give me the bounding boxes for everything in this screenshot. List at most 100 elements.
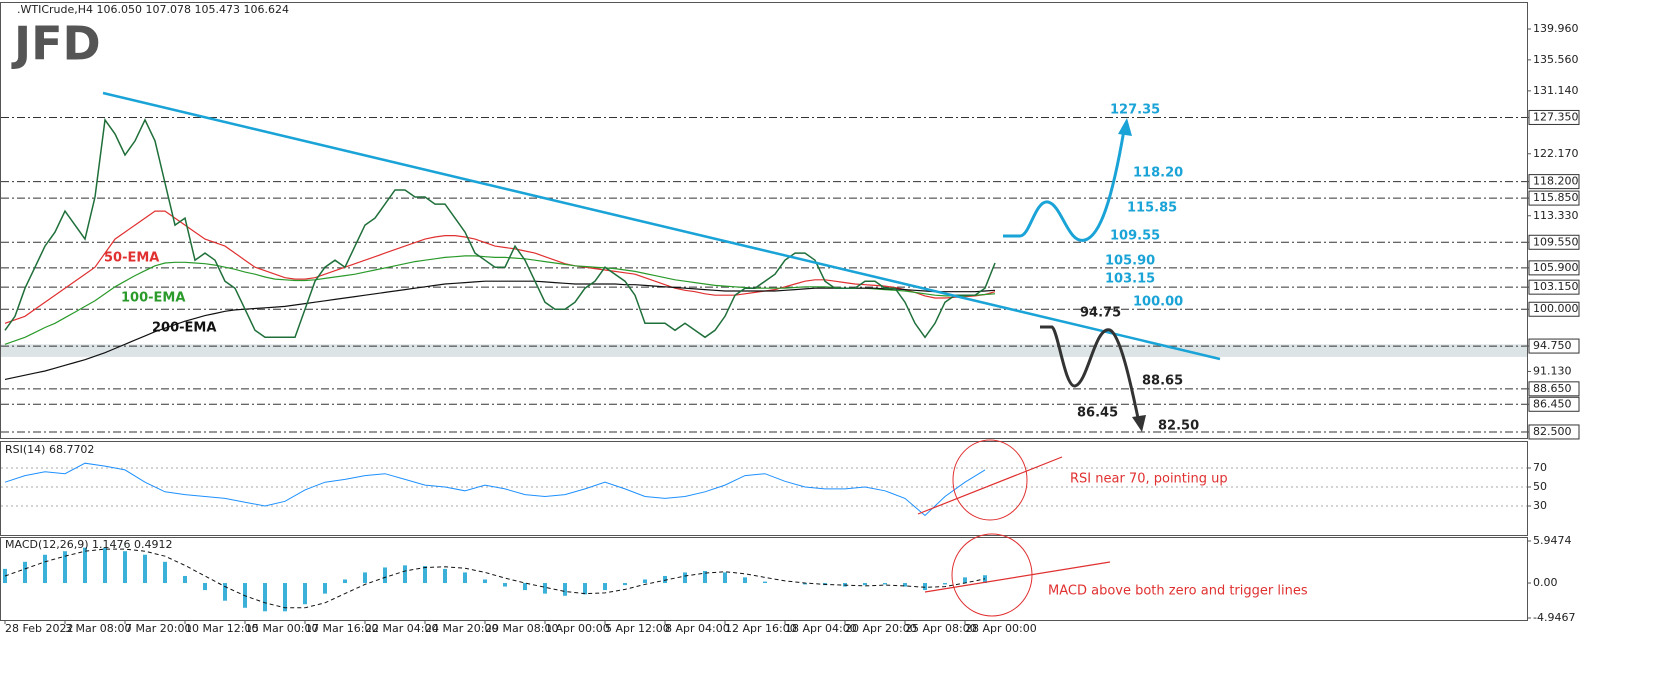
- histogram-bar: [483, 579, 487, 584]
- histogram-bar: [923, 583, 927, 591]
- histogram-bar: [803, 583, 807, 585]
- y-tick-label: 113.330: [1533, 209, 1579, 222]
- level-label: 94.75: [1080, 306, 1121, 321]
- y-tick-label: 139.960: [1533, 22, 1579, 35]
- ema-label: 50-EMA: [104, 251, 159, 266]
- histogram-bar: [183, 575, 187, 584]
- y-tick-label: 131.140: [1533, 84, 1579, 97]
- x-tick-label: 28 Feb 2022: [5, 622, 73, 635]
- tick-box: [1528, 381, 1580, 397]
- tick-box: [1528, 279, 1580, 295]
- macd-panel: [0, 537, 1528, 621]
- histogram-bar: [363, 572, 367, 584]
- tick-box: [1528, 190, 1580, 206]
- ema-line: [4, 255, 996, 345]
- y-tick-label: 115.850: [1533, 191, 1579, 204]
- histogram-bar: [303, 583, 307, 605]
- level-label: 103.15: [1105, 272, 1155, 287]
- support-zone: [1, 344, 1527, 357]
- level-label: 109.55: [1110, 229, 1160, 244]
- histogram-bar: [143, 554, 147, 584]
- y-tick-label: 122.170: [1533, 147, 1579, 160]
- level-label: 86.45: [1077, 406, 1118, 421]
- tick-box: [1528, 396, 1580, 412]
- rsi-panel: [0, 441, 1528, 536]
- x-tick-label: 20 Apr 20:00: [845, 622, 917, 635]
- x-tick-label: 17 Mar 16:00: [305, 622, 378, 635]
- histogram-bar: [663, 575, 667, 584]
- histogram-bar: [563, 583, 567, 596]
- logo: JFD: [11, 17, 101, 71]
- arrow-head: [1118, 118, 1132, 136]
- histogram-bar: [463, 572, 467, 584]
- histogram-bar: [223, 583, 227, 601]
- ema-line: [4, 210, 996, 324]
- price-line: [4, 117, 996, 339]
- tick-box: [1528, 260, 1580, 276]
- histogram-bar: [863, 583, 867, 586]
- histogram-bar: [43, 554, 47, 584]
- histogram-bar: [743, 577, 747, 584]
- rsi-title: RSI(14) 68.7702: [5, 443, 94, 456]
- trend-line: [102, 91, 1221, 361]
- histogram-bar: [423, 566, 427, 584]
- tick-box: [1528, 174, 1580, 190]
- level-label: 82.50: [1158, 419, 1199, 434]
- y-tick-label: 127.350: [1533, 110, 1579, 123]
- price-panel: [0, 2, 1528, 439]
- histogram-bar: [343, 579, 347, 584]
- tick-box: [1528, 301, 1580, 317]
- x-tick-label: 3 Mar 08:00: [65, 622, 131, 635]
- level-label: 105.90: [1105, 254, 1155, 269]
- histogram-bar: [883, 583, 887, 585]
- y-tick-label: 118.200: [1533, 175, 1579, 188]
- histogram-bar: [203, 583, 207, 591]
- histogram-bar: [383, 567, 387, 584]
- histogram-bar: [603, 583, 607, 591]
- annotation: RSI near 70, pointing up: [1070, 472, 1228, 487]
- x-tick-label: 29 Mar 08:00: [485, 622, 558, 635]
- chart-title: .WTICrude,H4 106.050 107.078 105.473 106…: [17, 3, 289, 16]
- level-label: 118.20: [1133, 166, 1183, 181]
- level-label: 127.35: [1110, 103, 1160, 118]
- x-tick-label: 1 Apr 00:00: [545, 622, 610, 635]
- y-tick-label: 100.000: [1533, 302, 1579, 315]
- histogram-bar: [83, 547, 87, 584]
- ema-label: 200-EMA: [152, 321, 216, 336]
- histogram-bar: [963, 577, 967, 584]
- macd-trend-line: [924, 561, 1111, 593]
- bullish-arrow: [1003, 129, 1126, 242]
- histogram-bar: [263, 583, 267, 612]
- y-tick-label: 30: [1533, 499, 1547, 512]
- histogram-bar: [723, 572, 727, 584]
- histogram-bar: [323, 583, 327, 594]
- rsi-line: [4, 462, 986, 517]
- x-tick-label: 8 Apr 04:00: [665, 622, 730, 635]
- level-label: 115.85: [1127, 201, 1177, 216]
- histogram-bar: [643, 579, 647, 584]
- signal-line: [4, 548, 986, 609]
- histogram-bar: [503, 583, 507, 587]
- y-tick-label: 50: [1533, 480, 1547, 493]
- y-tick-label: 88.650: [1533, 382, 1572, 395]
- histogram-bar: [523, 583, 527, 591]
- level-label: 88.65: [1142, 374, 1183, 389]
- rsi-trend-line: [917, 456, 1063, 515]
- histogram-bar: [763, 581, 767, 584]
- histogram-bar: [103, 547, 107, 584]
- tick-box: [1528, 109, 1580, 125]
- y-tick-label: -4.9467: [1533, 611, 1575, 624]
- annotation: MACD above both zero and trigger lines: [1048, 584, 1308, 599]
- histogram-bar: [163, 561, 167, 584]
- bearish-arrow: [1040, 325, 1140, 419]
- x-tick-label: 12 Apr 16:00: [725, 622, 797, 635]
- ema-label: 100-EMA: [121, 291, 185, 306]
- histogram-bar: [703, 571, 707, 584]
- histogram-bar: [283, 583, 287, 612]
- y-tick-label: 109.550: [1533, 235, 1579, 248]
- tick-box: [1528, 338, 1580, 354]
- macd-title: MACD(12,26,9) 1.1476 0.4912: [5, 538, 173, 551]
- x-tick-label: 28 Apr 00:00: [965, 622, 1037, 635]
- tick-box: [1528, 424, 1580, 440]
